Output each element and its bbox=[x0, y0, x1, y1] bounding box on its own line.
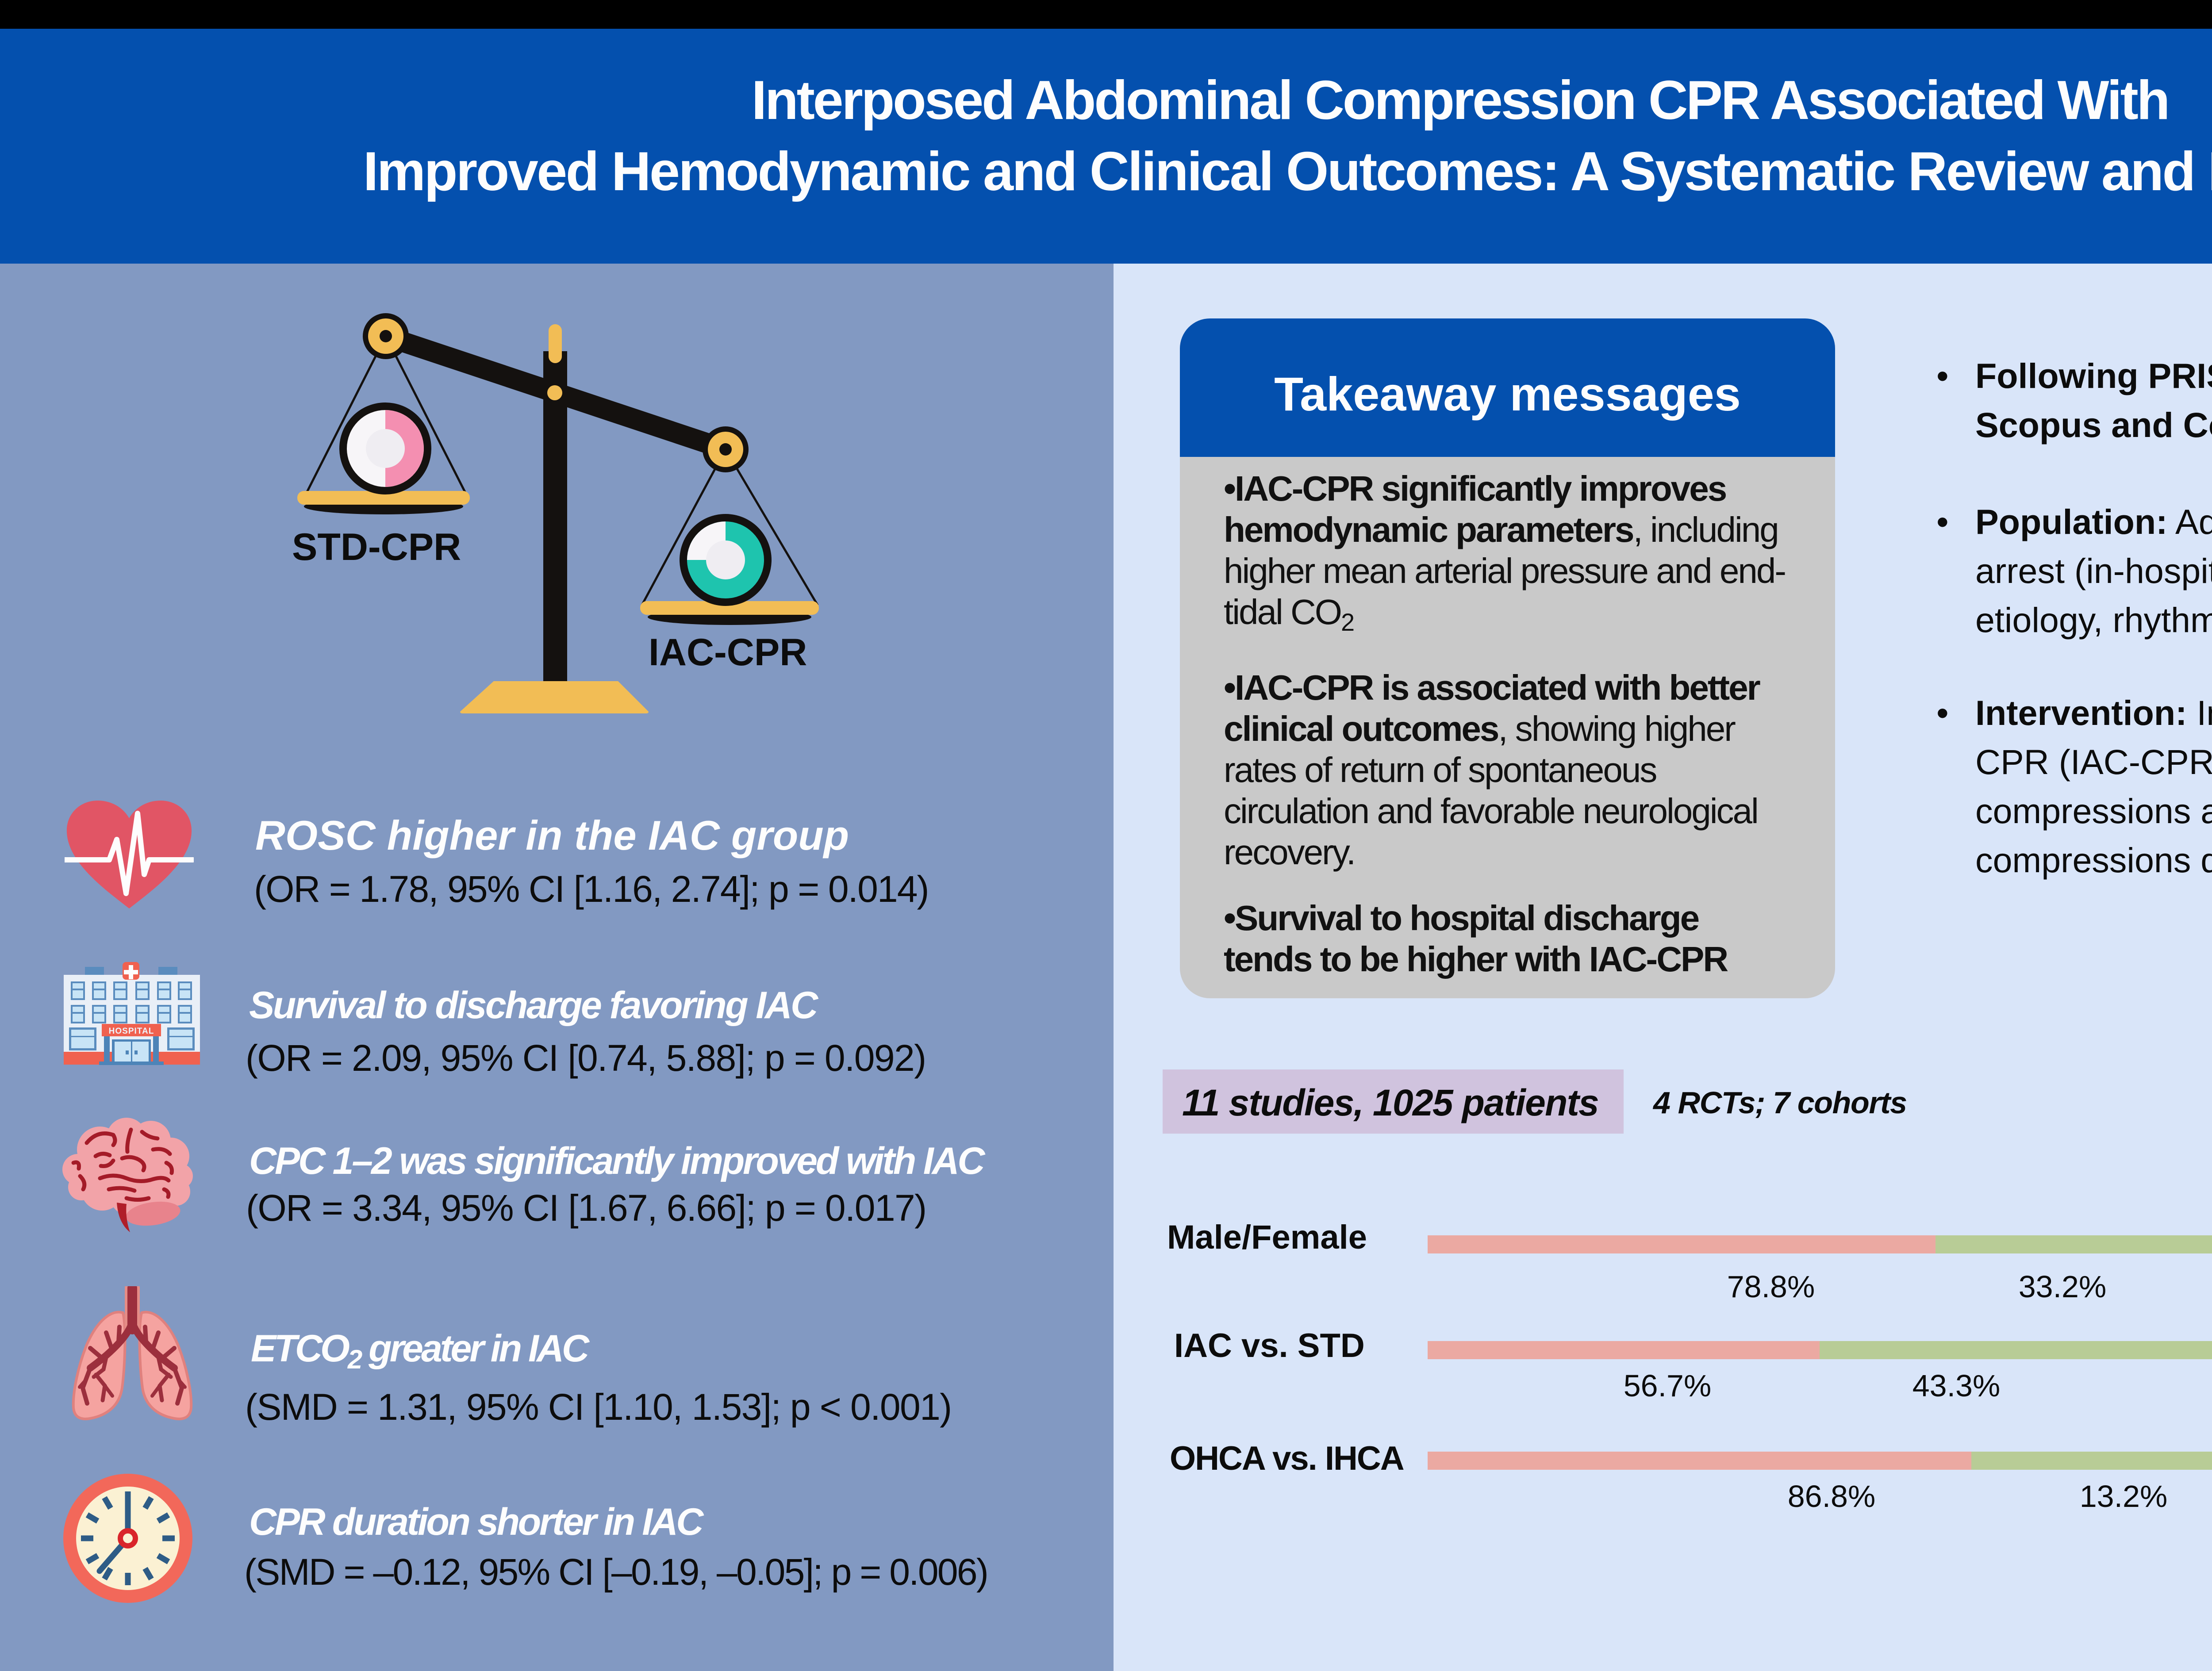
svg-text:HOSPITAL: HOSPITAL bbox=[109, 1027, 154, 1036]
